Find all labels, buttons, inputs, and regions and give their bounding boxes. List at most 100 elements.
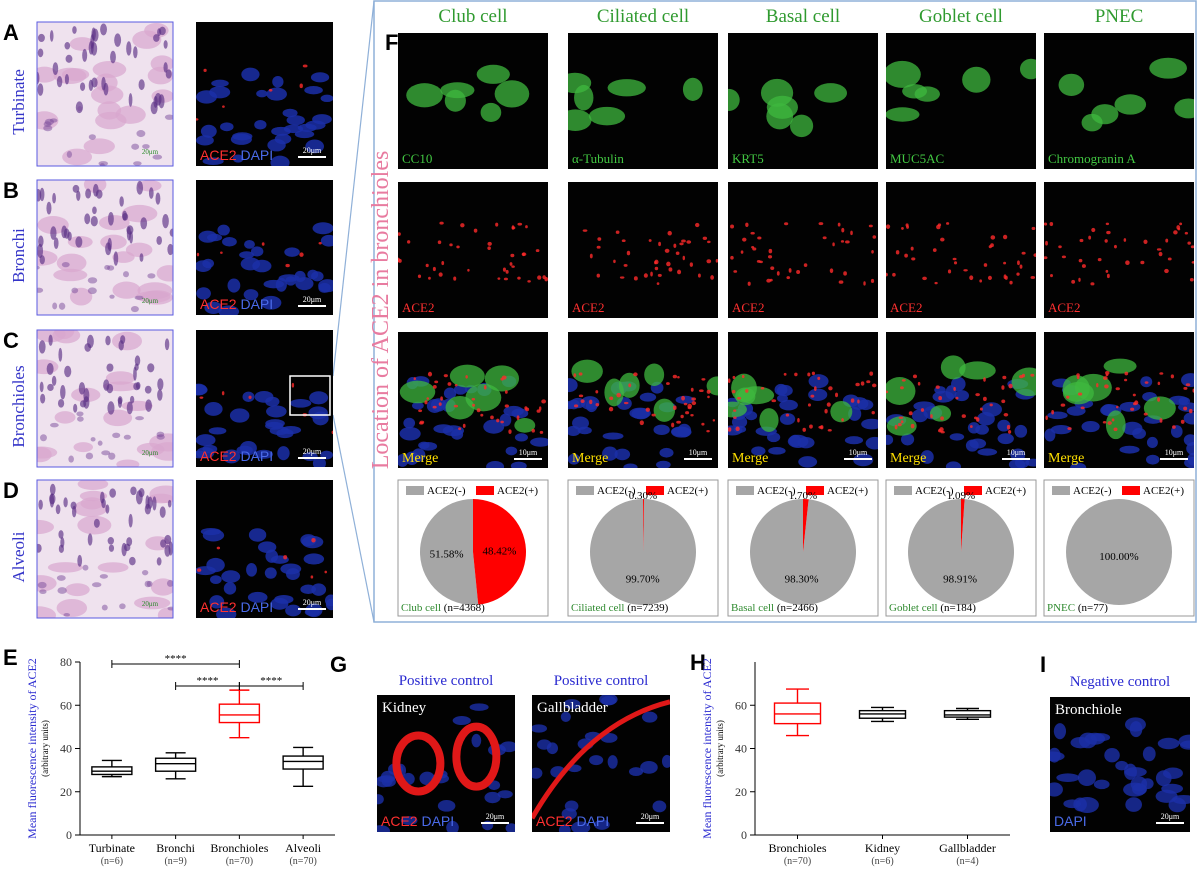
cell	[685, 411, 690, 415]
cell	[222, 236, 237, 247]
ring	[392, 731, 445, 796]
cell	[98, 215, 130, 231]
cell	[1058, 245, 1062, 249]
cell	[277, 446, 290, 461]
x-tick-label: Bronchioles	[210, 841, 268, 855]
cell	[535, 249, 540, 253]
pie-slice	[750, 499, 857, 605]
cell	[206, 557, 225, 573]
cell	[240, 257, 261, 271]
significance-label: ****	[165, 653, 187, 665]
cell	[1061, 255, 1067, 259]
cell	[509, 262, 513, 266]
cell	[37, 606, 57, 618]
micrograph	[36, 329, 174, 468]
pie-caption: Basal cell (n=2466)	[731, 602, 818, 614]
cell	[945, 461, 962, 468]
cell	[107, 536, 115, 545]
cell	[129, 395, 135, 404]
cell	[613, 259, 616, 264]
cell	[759, 260, 763, 264]
cell	[707, 395, 710, 399]
n-label: (n=9)	[164, 856, 186, 867]
cell	[438, 272, 443, 277]
cell	[514, 418, 536, 433]
cell	[324, 594, 333, 607]
cell	[309, 391, 329, 405]
cell	[577, 426, 592, 435]
cell	[751, 446, 766, 456]
cell	[609, 396, 614, 401]
cell	[1106, 273, 1110, 279]
cell	[1125, 797, 1142, 812]
cell	[116, 459, 140, 467]
cell	[136, 180, 144, 195]
cell	[759, 408, 779, 433]
cell	[434, 380, 439, 384]
cell	[505, 269, 509, 274]
cell	[105, 242, 112, 256]
cell	[621, 239, 626, 243]
cell	[1134, 400, 1139, 405]
cell	[204, 301, 223, 314]
n-label: (n=6)	[871, 856, 893, 867]
cell	[318, 241, 322, 245]
cell	[917, 381, 921, 386]
cell	[969, 425, 973, 428]
micrograph-bg	[728, 33, 878, 169]
cell	[794, 372, 798, 377]
cell	[52, 330, 81, 344]
cell	[568, 109, 592, 131]
n-label: (n=4)	[956, 856, 978, 867]
cell	[1047, 411, 1068, 420]
pie-caption: Goblet cell (n=184)	[889, 602, 976, 614]
box	[218, 703, 261, 724]
y-tick-label: 40	[735, 742, 747, 756]
legend-swatch	[894, 486, 912, 495]
scale-label: 10μm	[849, 448, 868, 457]
cell	[254, 119, 267, 130]
cell	[133, 596, 171, 610]
cell	[1191, 261, 1194, 264]
cell	[595, 402, 600, 407]
cell	[286, 115, 305, 126]
cell	[90, 85, 124, 105]
panel-letter: C	[3, 328, 19, 353]
cell	[152, 154, 163, 160]
cell	[480, 102, 502, 123]
pie-slice	[643, 499, 644, 552]
cell	[407, 240, 411, 244]
micrograph-content	[568, 33, 718, 169]
cell	[403, 417, 416, 429]
cell	[677, 269, 682, 275]
scale-label: 10μm	[1007, 448, 1026, 457]
cell	[93, 518, 100, 528]
micrograph-content	[886, 182, 1036, 318]
cell	[157, 28, 162, 37]
cell	[1183, 406, 1188, 411]
cell	[774, 383, 788, 396]
box	[282, 755, 324, 770]
cell	[1051, 410, 1055, 415]
cell	[838, 280, 844, 284]
cell	[822, 236, 827, 240]
cell	[1104, 239, 1108, 243]
cell	[1171, 794, 1190, 805]
cell	[377, 825, 390, 832]
cell	[163, 62, 168, 73]
band	[532, 699, 670, 820]
cell	[299, 83, 303, 89]
cell	[596, 273, 601, 278]
cell	[65, 583, 90, 597]
micrograph	[1050, 697, 1190, 832]
cell	[311, 537, 316, 543]
cell	[60, 385, 66, 400]
cell	[85, 452, 94, 460]
cell	[1124, 378, 1128, 382]
cell	[136, 130, 146, 138]
cell	[37, 83, 44, 96]
cell	[380, 770, 396, 783]
cell	[1002, 375, 1007, 380]
micrograph	[398, 332, 548, 468]
micrograph	[377, 695, 515, 832]
